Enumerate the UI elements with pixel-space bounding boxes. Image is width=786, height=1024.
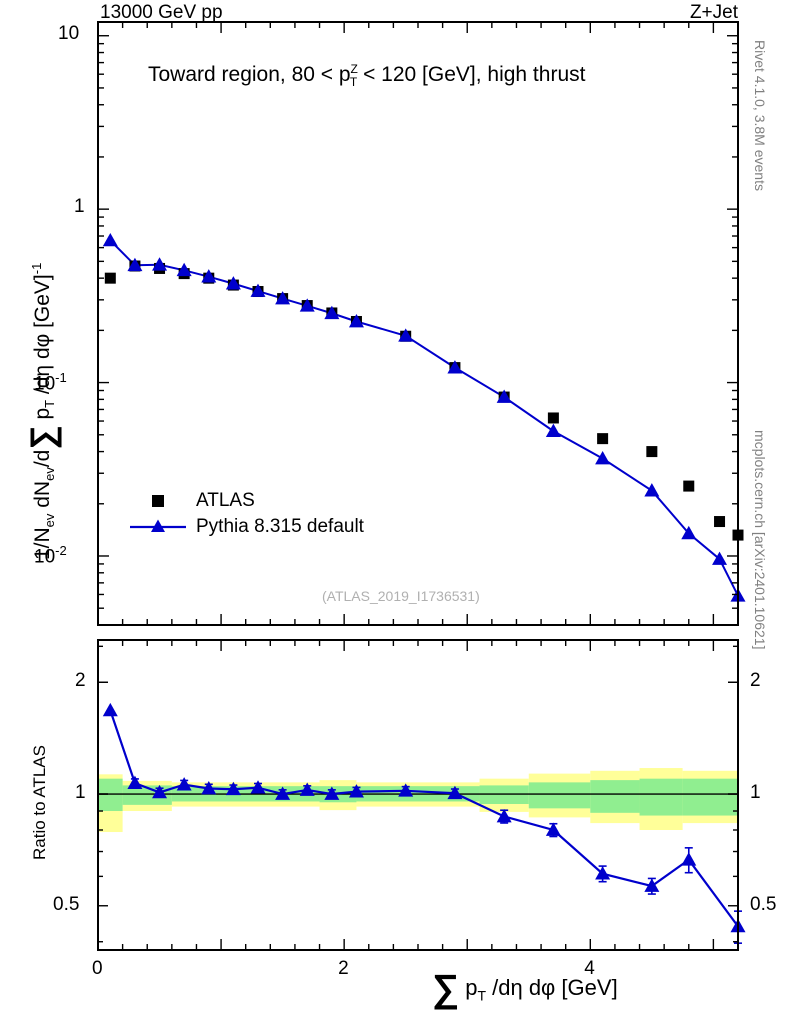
pythia-marker	[152, 257, 168, 271]
legend-marker-triangle-line	[128, 517, 190, 537]
title-pre: Toward region, 80 < p	[148, 63, 351, 86]
pythia-marker	[681, 525, 697, 540]
pythia-marker	[225, 276, 241, 290]
pythia-marker	[324, 305, 340, 320]
ratio-marker	[176, 777, 192, 791]
legend: ATLAS Pythia 8.315 default	[128, 488, 364, 540]
pythia-marker	[127, 257, 143, 272]
pythia-marker	[102, 232, 118, 247]
ratio-y-tick-label-left-2: 0.5	[53, 893, 80, 915]
atlas-marker	[597, 433, 609, 445]
header-left: 13000 GeV pp	[100, 2, 223, 23]
ratio-marker	[324, 786, 340, 800]
ratio-marker	[225, 781, 241, 796]
title-sup: Z	[350, 62, 358, 76]
pythia-marker	[712, 551, 728, 565]
pythia-marker	[398, 328, 414, 342]
pythia-marker	[176, 262, 192, 277]
ratio-y-tick-label-right-0: 2	[750, 670, 761, 692]
main-y-tick-label-0: 10	[58, 22, 80, 44]
xlabel-rest: /dη dφ [GeV]	[486, 975, 618, 1000]
legend-marker-square	[128, 491, 190, 511]
ratio-marker	[545, 822, 561, 836]
ratio-marker	[275, 786, 291, 800]
pythia-line	[109, 239, 739, 597]
ratio-marker	[644, 878, 660, 892]
ratio-y-tick-label-left-1: 1	[75, 782, 86, 804]
sum-sigma-icon: ∑	[432, 968, 460, 1010]
x-axis-label: ∑ pT /dη dφ [GeV]	[432, 968, 618, 1011]
ratio-marker	[299, 782, 315, 796]
legend-entry-pythia: Pythia 8.315 default	[128, 514, 364, 540]
xlabel-p: p	[459, 975, 478, 1000]
ratio-y-tick-label-right-1: 1	[750, 782, 761, 804]
ratio-marker	[102, 702, 118, 717]
pythia-marker	[299, 298, 315, 312]
main-panel-frame	[97, 21, 739, 626]
atlas-marker	[547, 412, 559, 424]
pythia-marker	[201, 269, 217, 283]
ratio-y-tick-label-right-2: 0.5	[750, 893, 777, 915]
pythia-marker	[250, 283, 266, 297]
ratio-band-inner	[682, 778, 738, 816]
ratio-band-inner	[528, 782, 591, 809]
legend-label-pythia: Pythia 8.315 default	[196, 516, 364, 537]
pythia-marker	[496, 389, 512, 403]
ratio-marker	[152, 784, 168, 799]
ratio-marker	[496, 808, 512, 823]
pythia-marker	[348, 313, 364, 328]
x-tick-label-2: 4	[584, 958, 595, 979]
pythia-marker	[275, 291, 291, 305]
main-y-tick-label-3: 10-2	[34, 542, 67, 568]
ratio-marker	[595, 866, 611, 880]
x-tick-label-0: 0	[92, 958, 103, 979]
pythia-marker	[595, 450, 611, 465]
main-y-tick-label-2: 10-1	[34, 369, 67, 394]
atlas-marker	[646, 446, 658, 458]
ratio-marker	[250, 780, 266, 794]
ratio-band-inner	[590, 780, 640, 813]
header-right: Z+Jet	[689, 2, 738, 23]
watermark: (ATLAS_2019_I1736531)	[322, 588, 480, 604]
ratio-marker	[681, 852, 697, 866]
atlas-marker	[714, 516, 726, 528]
ratio-y-tick-label-left-0: 2	[75, 670, 86, 692]
pythia-marker	[545, 423, 561, 437]
pythia-marker	[447, 360, 463, 374]
legend-entry-atlas: ATLAS	[128, 488, 364, 514]
ratio-marker	[127, 775, 143, 789]
pythia-marker	[644, 483, 660, 497]
ratio-marker	[398, 783, 414, 797]
ratio-band-inner	[639, 778, 683, 816]
ratio-marker	[447, 785, 463, 800]
title-sub: T	[349, 75, 358, 90]
ratio-marker	[348, 784, 364, 798]
atlas-marker	[683, 480, 695, 492]
plot-title: Toward region, 80 < pZT < 120 [GeV], hig…	[148, 62, 585, 89]
main-y-tick-label-1: 1	[74, 196, 85, 218]
title-post: < 120 [GeV], high thrust	[357, 63, 586, 86]
atlas-marker	[104, 272, 116, 284]
xlabel-p-sub: T	[477, 987, 487, 1004]
ratio-band-inner	[98, 778, 123, 812]
ratio-marker	[201, 780, 217, 795]
legend-label-atlas: ATLAS	[196, 490, 255, 511]
x-tick-label-1: 2	[338, 958, 349, 979]
